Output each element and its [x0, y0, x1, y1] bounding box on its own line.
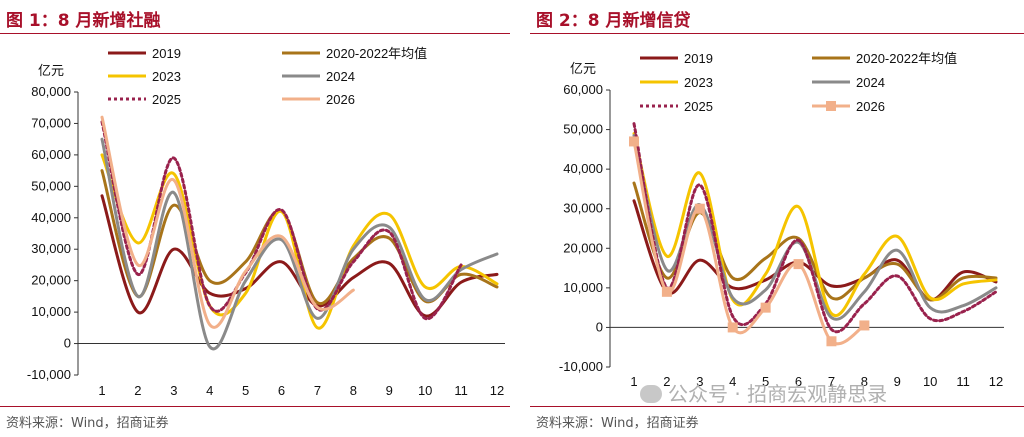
- x-tick-label: 6: [278, 383, 285, 398]
- series-point-2026: [826, 336, 837, 347]
- y-tick-label: 50,000: [563, 122, 603, 137]
- chart-social-financing: 亿元 -10,000 0 10,000 20,000 30,000 40,000 50,000…: [27, 46, 505, 398]
- source-note: 资料来源：Wind，招商证券: [6, 416, 169, 431]
- legend-label: 2026: [856, 99, 885, 114]
- watermark-text: 公众号 · 招商宏观静思录: [668, 382, 888, 406]
- series-point-2026: [629, 136, 639, 147]
- panel-social-financing: 图 1：8 月新增社融 亿元 -10,000 0 10,000 20,000 30,000…: [0, 0, 510, 437]
- x-tick-label: 10: [923, 374, 937, 389]
- x-tick-label: 9: [386, 383, 393, 398]
- y-tick-label: 30,000: [31, 241, 71, 256]
- y-tick-label: 10,000: [563, 280, 603, 295]
- y-tick-label: 60,000: [563, 82, 603, 97]
- x-tick-label: 2: [663, 374, 670, 389]
- x-tick-label: 12: [490, 383, 504, 398]
- title-rule: [0, 33, 510, 34]
- series-line-2026: [100, 115, 355, 329]
- legend-label: 2025: [152, 92, 181, 107]
- x-tick-label: 7: [828, 374, 835, 389]
- x-tick-label: 9: [894, 374, 901, 389]
- chart-title: 图 1：8 月新增社融: [6, 11, 161, 31]
- x-tick-label: 2: [134, 383, 141, 398]
- legend-marker: [826, 101, 836, 111]
- legend-label: 2020-2022年均值: [856, 51, 957, 66]
- x-tick-label: 8: [861, 374, 868, 389]
- watermark: 公众号 · 招商宏观静思录: [640, 378, 887, 407]
- series-point-2026: [661, 286, 672, 297]
- x-tick-label: 8: [350, 383, 357, 398]
- legend-label: 2023: [152, 69, 181, 84]
- y-tick-label: 40,000: [563, 161, 603, 176]
- y-tick-label: 20,000: [31, 273, 71, 288]
- series-point-2026: [694, 203, 705, 214]
- x-tick-label: 10: [418, 383, 432, 398]
- title-rule: [530, 33, 1024, 34]
- series-line-2025: [632, 122, 998, 334]
- y-tick-label: 60,000: [31, 147, 71, 162]
- series-point-2026: [727, 322, 738, 333]
- x-tick-label: 3: [170, 383, 177, 398]
- panel-new-loans: 图 2：8 月新增信贷 亿元 -10,000 0 10,000 20,000 30,000…: [530, 0, 1024, 437]
- y-tick-label: 70,000: [31, 115, 71, 130]
- series-line-2019: [100, 194, 499, 318]
- y-tick-label: 80,000: [31, 84, 71, 99]
- series-line-2023: [100, 153, 499, 330]
- x-tick-label: 12: [989, 374, 1003, 389]
- series-line-2023: [632, 132, 998, 318]
- x-tick-label: 5: [242, 383, 249, 398]
- series-point-2026: [760, 302, 771, 313]
- y-tick-label: 0: [596, 319, 603, 334]
- series-point-2026: [859, 320, 870, 331]
- series-line-2024: [100, 137, 499, 351]
- wechat-icon: [640, 384, 662, 403]
- chart-new-loans: 亿元 -10,000 0 10,000 20,000 30,000 40,000 50,000…: [559, 51, 1004, 389]
- x-tick-label: 5: [762, 374, 769, 389]
- y-tick-label: 40,000: [31, 210, 71, 225]
- y-tick-label: 30,000: [563, 201, 603, 216]
- legend-label: 2026: [326, 92, 355, 107]
- y-tick-label: 20,000: [563, 240, 603, 255]
- y-tick-label: -10,000: [27, 367, 71, 382]
- legend-label: 2024: [856, 75, 885, 90]
- legend-label: 2025: [684, 99, 713, 114]
- x-tick-label: 1: [98, 383, 105, 398]
- x-tick-label: 6: [795, 374, 802, 389]
- series-point-2026: [793, 259, 804, 270]
- x-tick-label: 4: [206, 383, 213, 398]
- legend-label: 2023: [684, 75, 713, 90]
- legend-label: 2019: [152, 46, 181, 61]
- x-tick-label: 11: [956, 374, 970, 389]
- x-tick-label: 3: [696, 374, 703, 389]
- legend-label: 2020-2022年均值: [326, 46, 427, 61]
- y-tick-label: 10,000: [31, 304, 71, 319]
- x-tick-label: 4: [729, 374, 736, 389]
- legend-label: 2024: [326, 69, 355, 84]
- y-unit-label: 亿元: [38, 64, 64, 79]
- footer-rule: [0, 406, 510, 407]
- source-note: 资料来源：Wind，招商证券: [536, 416, 699, 431]
- chart-title: 图 2：8 月新增信贷: [536, 11, 691, 31]
- y-unit-label: 亿元: [570, 62, 596, 77]
- y-tick-label: 0: [64, 336, 71, 351]
- x-tick-label: 1: [630, 374, 637, 389]
- legend-label: 2019: [684, 51, 713, 66]
- y-tick-label: 50,000: [31, 178, 71, 193]
- x-tick-label: 7: [314, 383, 321, 398]
- footer-rule: [530, 406, 1024, 407]
- x-tick-label: 11: [454, 383, 468, 398]
- y-tick-label: -10,000: [559, 359, 603, 374]
